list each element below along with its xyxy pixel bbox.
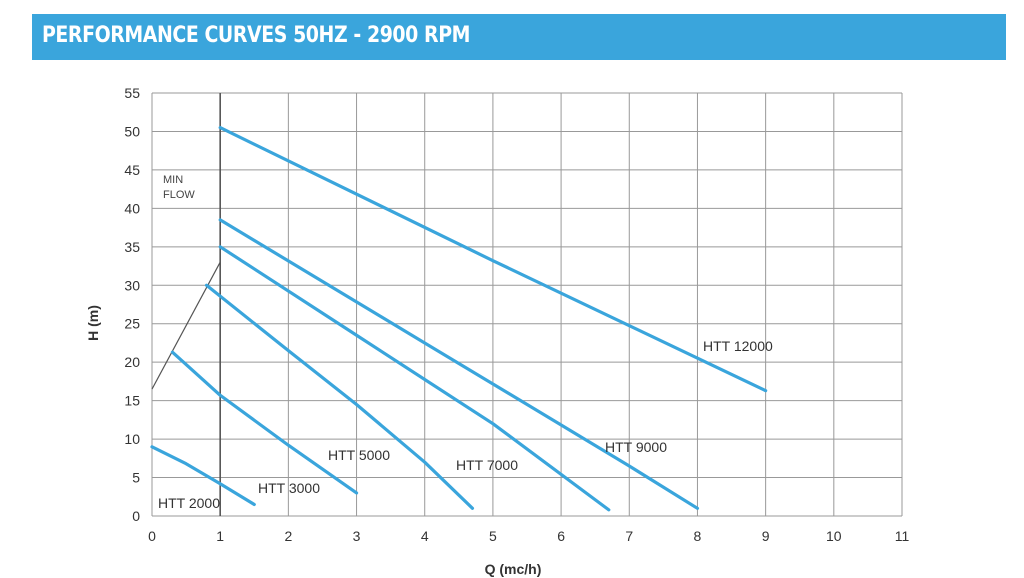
series-label-htt-3000: HTT 3000 [258, 480, 320, 496]
y-tick-25: 25 [124, 316, 140, 332]
curve-htt-2000 [150, 445, 256, 507]
x-tick-3: 3 [353, 528, 361, 544]
header-banner: PERFORMANCE CURVES 50HZ - 2900 RPM [32, 14, 1006, 60]
x-tick-9: 9 [762, 528, 770, 544]
page-title: PERFORMANCE CURVES 50HZ - 2900 RPM [42, 23, 471, 48]
series-label-htt-7000: HTT 7000 [456, 457, 518, 473]
series-label-htt-9000: HTT 9000 [605, 439, 667, 455]
y-tick-50: 50 [124, 123, 140, 139]
y-tick-20: 20 [124, 354, 140, 370]
x-tick-1: 1 [216, 528, 224, 544]
x-tick-5: 5 [489, 528, 497, 544]
y-tick-0: 0 [132, 508, 140, 524]
x-axis-title: Q (mc/h) [485, 561, 542, 577]
min-flow-diagonal-line [151, 261, 221, 390]
series-label-htt-5000: HTT 5000 [328, 447, 390, 463]
y-tick-40: 40 [124, 200, 140, 216]
series-labels: HTT 2000 HTT 3000 HTT 5000 HTT 7000 HTT … [158, 338, 773, 511]
y-tick-30: 30 [124, 277, 140, 293]
x-tick-labels: 0 1 2 3 4 5 6 7 8 9 10 11 [148, 528, 909, 544]
series-label-htt-12000: HTT 12000 [703, 338, 773, 354]
x-tick-6: 6 [557, 528, 565, 544]
curve-htt-12000 [218, 126, 768, 393]
y-tick-55: 55 [124, 85, 140, 101]
y-axis-title: H (m) [85, 305, 101, 341]
y-tick-5: 5 [132, 470, 140, 486]
min-flow-label-line2: FLOW [163, 189, 195, 201]
y-tick-10: 10 [124, 431, 140, 447]
curve-htt-9000 [218, 218, 700, 510]
series-label-htt-2000: HTT 2000 [158, 495, 220, 511]
y-tick-labels: 0 5 10 15 20 25 30 35 40 45 50 55 [124, 85, 140, 524]
pump-curves [150, 126, 768, 512]
curve-htt-7000 [218, 245, 611, 512]
y-tick-15: 15 [124, 393, 140, 409]
x-tick-0: 0 [148, 528, 156, 544]
x-tick-2: 2 [284, 528, 292, 544]
curve-htt-3000 [170, 350, 359, 495]
x-tick-10: 10 [826, 528, 842, 544]
y-tick-45: 45 [124, 162, 140, 178]
y-tick-35: 35 [124, 239, 140, 255]
curve-htt-5000 [204, 283, 475, 510]
x-tick-11: 11 [895, 528, 910, 544]
chart-grid [151, 92, 903, 517]
x-tick-8: 8 [694, 528, 702, 544]
min-flow-marker: MIN FLOW [151, 93, 221, 516]
min-flow-label-line1: MIN [163, 174, 183, 186]
x-tick-7: 7 [625, 528, 633, 544]
x-tick-4: 4 [421, 528, 429, 544]
